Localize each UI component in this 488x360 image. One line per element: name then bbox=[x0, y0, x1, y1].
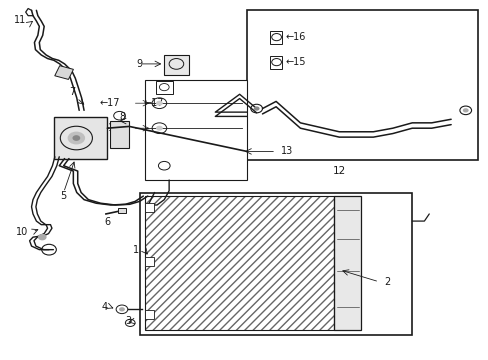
Circle shape bbox=[462, 108, 468, 112]
Text: 9: 9 bbox=[136, 59, 142, 69]
Text: 13: 13 bbox=[281, 147, 293, 157]
Circle shape bbox=[156, 126, 163, 131]
Circle shape bbox=[156, 101, 163, 106]
Text: ←17: ←17 bbox=[143, 98, 164, 108]
Text: 8: 8 bbox=[119, 112, 125, 122]
Text: 7: 7 bbox=[69, 87, 75, 98]
Circle shape bbox=[72, 135, 80, 141]
Bar bbox=[55, 66, 73, 80]
Text: ←16: ←16 bbox=[285, 32, 305, 42]
Bar bbox=[270, 31, 282, 44]
Text: 12: 12 bbox=[332, 166, 345, 176]
Bar bbox=[155, 81, 173, 94]
Circle shape bbox=[119, 307, 124, 311]
Bar bbox=[246, 10, 477, 160]
Text: 10: 10 bbox=[16, 227, 28, 237]
Circle shape bbox=[67, 132, 85, 144]
Text: ←14: ←14 bbox=[100, 123, 120, 133]
Text: 11: 11 bbox=[14, 15, 26, 25]
Bar bbox=[144, 310, 153, 319]
Bar bbox=[334, 196, 361, 330]
Text: ←17: ←17 bbox=[100, 98, 120, 108]
Text: 3: 3 bbox=[125, 316, 131, 326]
Bar bbox=[164, 55, 188, 75]
Bar bbox=[144, 203, 153, 212]
Text: 6: 6 bbox=[104, 217, 110, 227]
Bar bbox=[144, 196, 334, 330]
Bar bbox=[270, 56, 282, 68]
Bar bbox=[110, 121, 129, 148]
Text: ←15: ←15 bbox=[285, 57, 305, 67]
Bar bbox=[54, 117, 107, 158]
Text: 4: 4 bbox=[101, 302, 107, 312]
Circle shape bbox=[253, 107, 259, 111]
Bar bbox=[118, 207, 125, 213]
Text: 5: 5 bbox=[61, 191, 67, 201]
Bar bbox=[144, 80, 246, 180]
Text: 2: 2 bbox=[383, 277, 389, 287]
Bar bbox=[140, 193, 411, 336]
Circle shape bbox=[38, 234, 46, 240]
Text: 1: 1 bbox=[133, 245, 139, 255]
Bar bbox=[144, 257, 153, 266]
Bar bbox=[144, 196, 334, 330]
